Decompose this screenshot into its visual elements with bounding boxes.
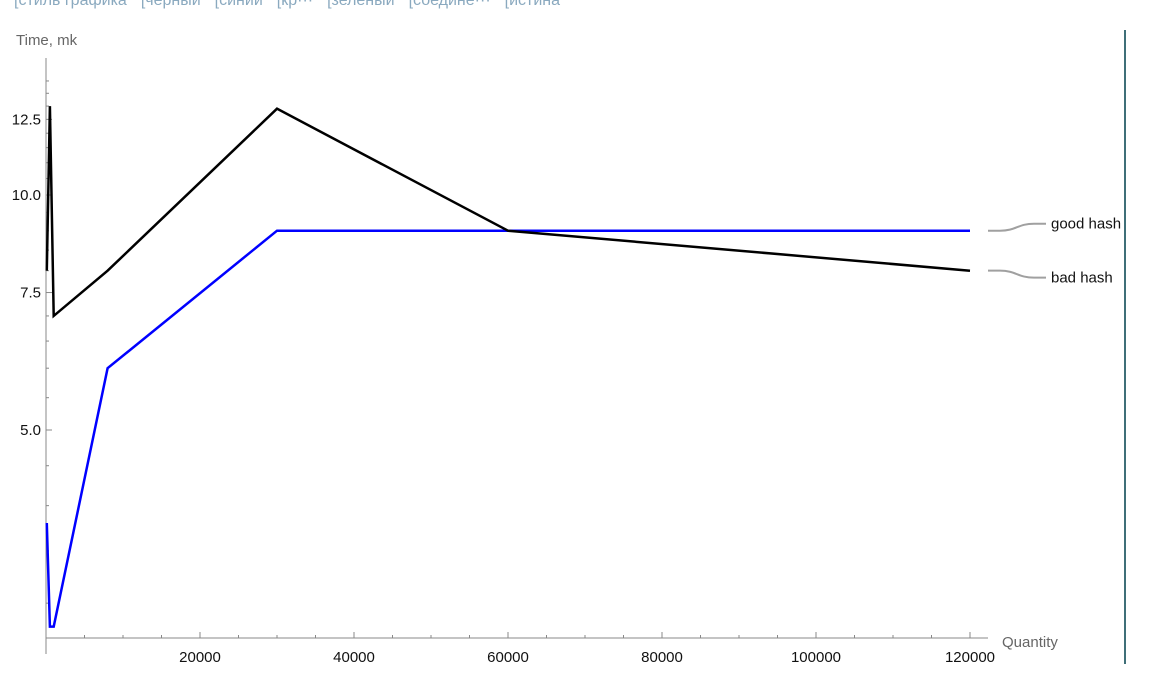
toolbar-option-red[interactable]: [кр···	[276, 0, 314, 9]
line-labels-group: good hash bad hash	[988, 216, 1121, 287]
toolbar-option-joined[interactable]: [соедине···	[408, 0, 491, 9]
cell-bracket-bar[interactable]	[1124, 30, 1126, 664]
toolbar-option-plot-style[interactable]: [стиль графика	[14, 0, 127, 9]
plot-style-toolbar: [стиль графика [черный [синий [кр··· [зе…	[14, 0, 560, 12]
x-tick-label: 60000	[487, 649, 529, 666]
x-tick-label: 40000	[333, 649, 375, 666]
series-line-good-hash	[45, 229, 970, 628]
y-axis-title: Time, mk	[16, 32, 78, 49]
y-tick-label: 5.0	[20, 422, 41, 439]
x-tick-label: 20000	[179, 649, 221, 666]
y-tick-label: 7.5	[20, 285, 41, 302]
axes-group	[45, 58, 988, 654]
x-axis-title: Quantity	[1002, 634, 1058, 651]
y-tick-label: 10.0	[12, 187, 41, 204]
x-tick-label: 80000	[641, 649, 683, 666]
ticks-group	[46, 80, 971, 638]
series-label: bad hash	[1051, 270, 1113, 287]
toolbar-option-blue[interactable]: [синий	[214, 0, 263, 9]
toolbar-option-true[interactable]: [истина	[504, 0, 561, 9]
toolbar-option-green[interactable]: [зеленый	[327, 0, 395, 9]
x-tick-label: 120000	[945, 649, 995, 666]
series-line-bad-hash	[45, 106, 971, 319]
line-label-leader	[988, 269, 1046, 279]
series-label: good hash	[1051, 216, 1121, 233]
series-group	[45, 106, 971, 628]
line-label-leader	[988, 222, 1046, 232]
tick-labels-group: 20000 40000 60000 80000 100000 120000 5.0 7.5 10…	[12, 111, 995, 666]
toolbar-option-black[interactable]: [черный	[140, 0, 201, 9]
y-tick-label: 12.5	[12, 111, 41, 128]
x-tick-label: 100000	[791, 649, 841, 666]
